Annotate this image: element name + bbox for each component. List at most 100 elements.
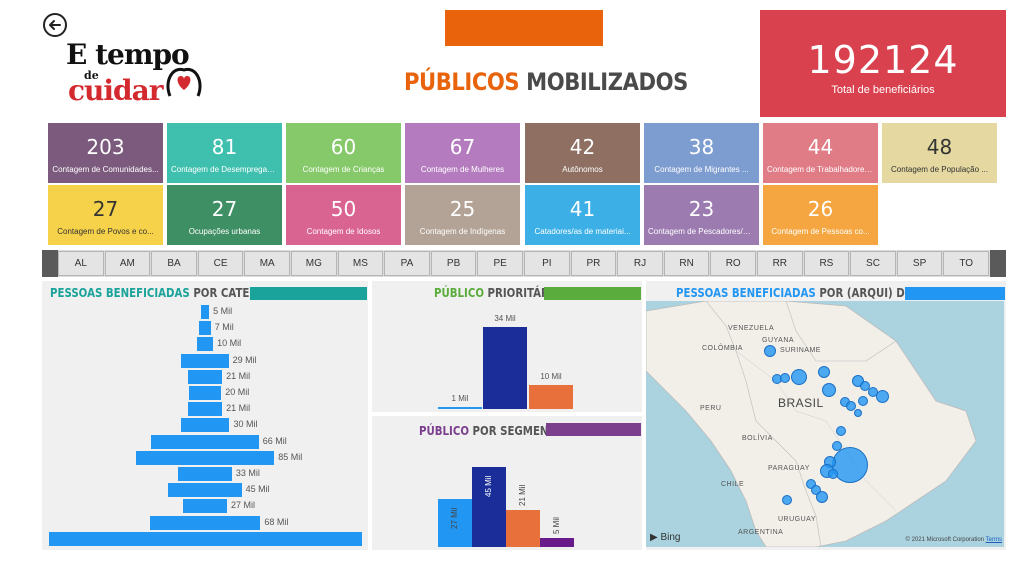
map-bubble[interactable] [818,366,830,378]
state-filter-al[interactable]: AL [58,251,104,276]
state-filter-ce[interactable]: CE [197,251,244,276]
bing-logo: ▶ Bing [650,532,681,543]
state-filter-am[interactable]: AM [104,251,151,276]
logo-line1: E tempo [66,38,190,71]
map-bubble[interactable] [854,409,862,417]
map-terms-link[interactable]: Terms [985,537,1002,543]
category-bar[interactable] [188,386,222,400]
map-title-strip [905,287,1005,300]
kpi-card[interactable]: 23 Contagem de Pescadores/as ... [644,185,759,245]
category-bar[interactable] [199,321,211,336]
category-bar[interactable] [168,483,242,498]
kpi-card[interactable]: 42 Autônomos [525,123,640,183]
map-bubble[interactable] [782,495,792,505]
map-bubble[interactable] [876,390,889,403]
kpi-card[interactable]: 27 Contagem de Povos e co... [48,185,163,245]
south-america-landmass [646,301,977,547]
category-bar-label: 30 Mil [233,419,258,430]
kpi-card[interactable]: 25 Contagem de Indígenas [405,185,520,245]
kpi-card[interactable]: 44 Contagem de Trabalhadores... [763,123,878,183]
state-filter-to[interactable]: TO [943,251,989,276]
kpi-label: Contagem de Desempregados... [171,165,282,174]
back-button[interactable] [43,13,67,37]
state-filter-rj[interactable]: RJ [617,251,663,276]
kpi-card[interactable]: 38 Contagem de Migrantes ... [644,123,759,183]
label-peru: PERU [700,405,722,412]
state-filter-rs[interactable]: RS [803,251,850,276]
map-bubble[interactable] [828,469,838,479]
segment-bar[interactable] [540,538,574,547]
category-bar-label: 29 Mil [232,354,257,365]
state-filter-ms[interactable]: MS [337,251,384,276]
map-bubble[interactable] [846,401,856,411]
category-bar[interactable] [181,353,229,368]
kpi-card[interactable]: 48 Contagem de População ... [882,123,997,183]
header-accent-bar [445,10,603,46]
kpi-card[interactable]: 81 Contagem de Desempregados... [167,123,282,183]
category-bar[interactable] [180,418,230,433]
scroll-left-handle[interactable] [42,250,58,277]
map-bubble[interactable] [816,491,828,503]
category-bar[interactable] [178,467,232,481]
state-filter-rn[interactable]: RN [663,251,710,276]
state-filter-pe[interactable]: PE [477,251,523,276]
category-bar[interactable] [48,531,362,546]
category-bar[interactable] [135,450,275,465]
state-filter-sc[interactable]: SC [850,251,896,276]
category-bar-label: 7 Mil [214,322,234,333]
state-filter-ba[interactable]: BA [151,251,197,276]
map-bubble[interactable] [858,396,868,406]
kpi-card[interactable]: 27 Ocupações urbanas [167,185,282,245]
priority-bar[interactable] [529,384,573,409]
map-bubble[interactable] [832,447,868,483]
map-bubble[interactable] [832,441,842,451]
state-filter-pa[interactable]: PA [384,251,430,276]
map-bubble[interactable] [764,345,776,357]
label-colombia: COLÔMBIA [702,345,743,352]
segment-bar[interactable] [506,509,540,547]
kpi-label: Ocupações urbanas [188,227,261,236]
state-filter-ro[interactable]: RO [710,251,756,276]
map-bubble[interactable] [836,426,846,436]
state-filter-ma[interactable]: MA [244,251,290,276]
category-bar[interactable] [151,434,259,449]
kpi-label: Contagem de Migrantes ... [654,165,749,174]
kpi-value: 25 [449,197,476,221]
kpi-card[interactable]: 26 Contagem de Pessoas co... [763,185,878,245]
segment-bar-label: 5 Mil [552,517,561,535]
state-filter-pi[interactable]: PI [524,251,570,276]
state-filter-mg[interactable]: MG [291,251,337,276]
state-filter-rr[interactable]: RR [757,251,803,276]
category-bar-label: 27 Mil [231,500,256,511]
label-guyana: GUYANA [762,337,795,344]
kpi-card[interactable]: 60 Contagem de Crianças [286,123,401,183]
beneficiaries-map[interactable]: VENEZUELA COLÔMBIA GUYANA SURINAME BRASI… [646,301,1004,547]
priority-title-strip [544,287,641,300]
kpi-card[interactable]: 67 Contagem de Mulheres [405,123,520,183]
label-chile: CHILE [721,481,745,488]
map-bubble[interactable] [822,383,836,397]
map-bubble[interactable] [860,381,870,391]
category-bar[interactable] [187,402,223,417]
map-bubble[interactable] [780,373,790,383]
category-bar[interactable] [182,499,227,514]
kpi-card[interactable]: 203 Contagem de Comunidades... [48,123,163,183]
segment-bar[interactable] [438,499,472,547]
state-filter-sp[interactable]: SP [896,251,943,276]
category-bar[interactable] [200,305,210,319]
kpi-card[interactable]: 50 Contagem de Idosos [286,185,401,245]
category-bar[interactable] [196,337,214,352]
state-filter-pb[interactable]: PB [430,251,477,276]
kpi-value: 42 [569,135,596,159]
priority-bar[interactable] [483,327,527,409]
segment-bar[interactable] [472,467,506,547]
category-bar[interactable] [149,515,261,530]
scroll-right-handle[interactable] [990,250,1006,277]
map-bubble[interactable] [791,369,807,385]
priority-bar[interactable] [438,406,482,409]
kpi-card[interactable]: 41 Catadores/as de materiai... [525,185,640,245]
priority-bar-label: 34 Mil [494,314,516,323]
category-bar[interactable] [187,369,223,384]
label-brasil: BRASIL [778,396,824,410]
state-filter-pr[interactable]: PR [570,251,617,276]
